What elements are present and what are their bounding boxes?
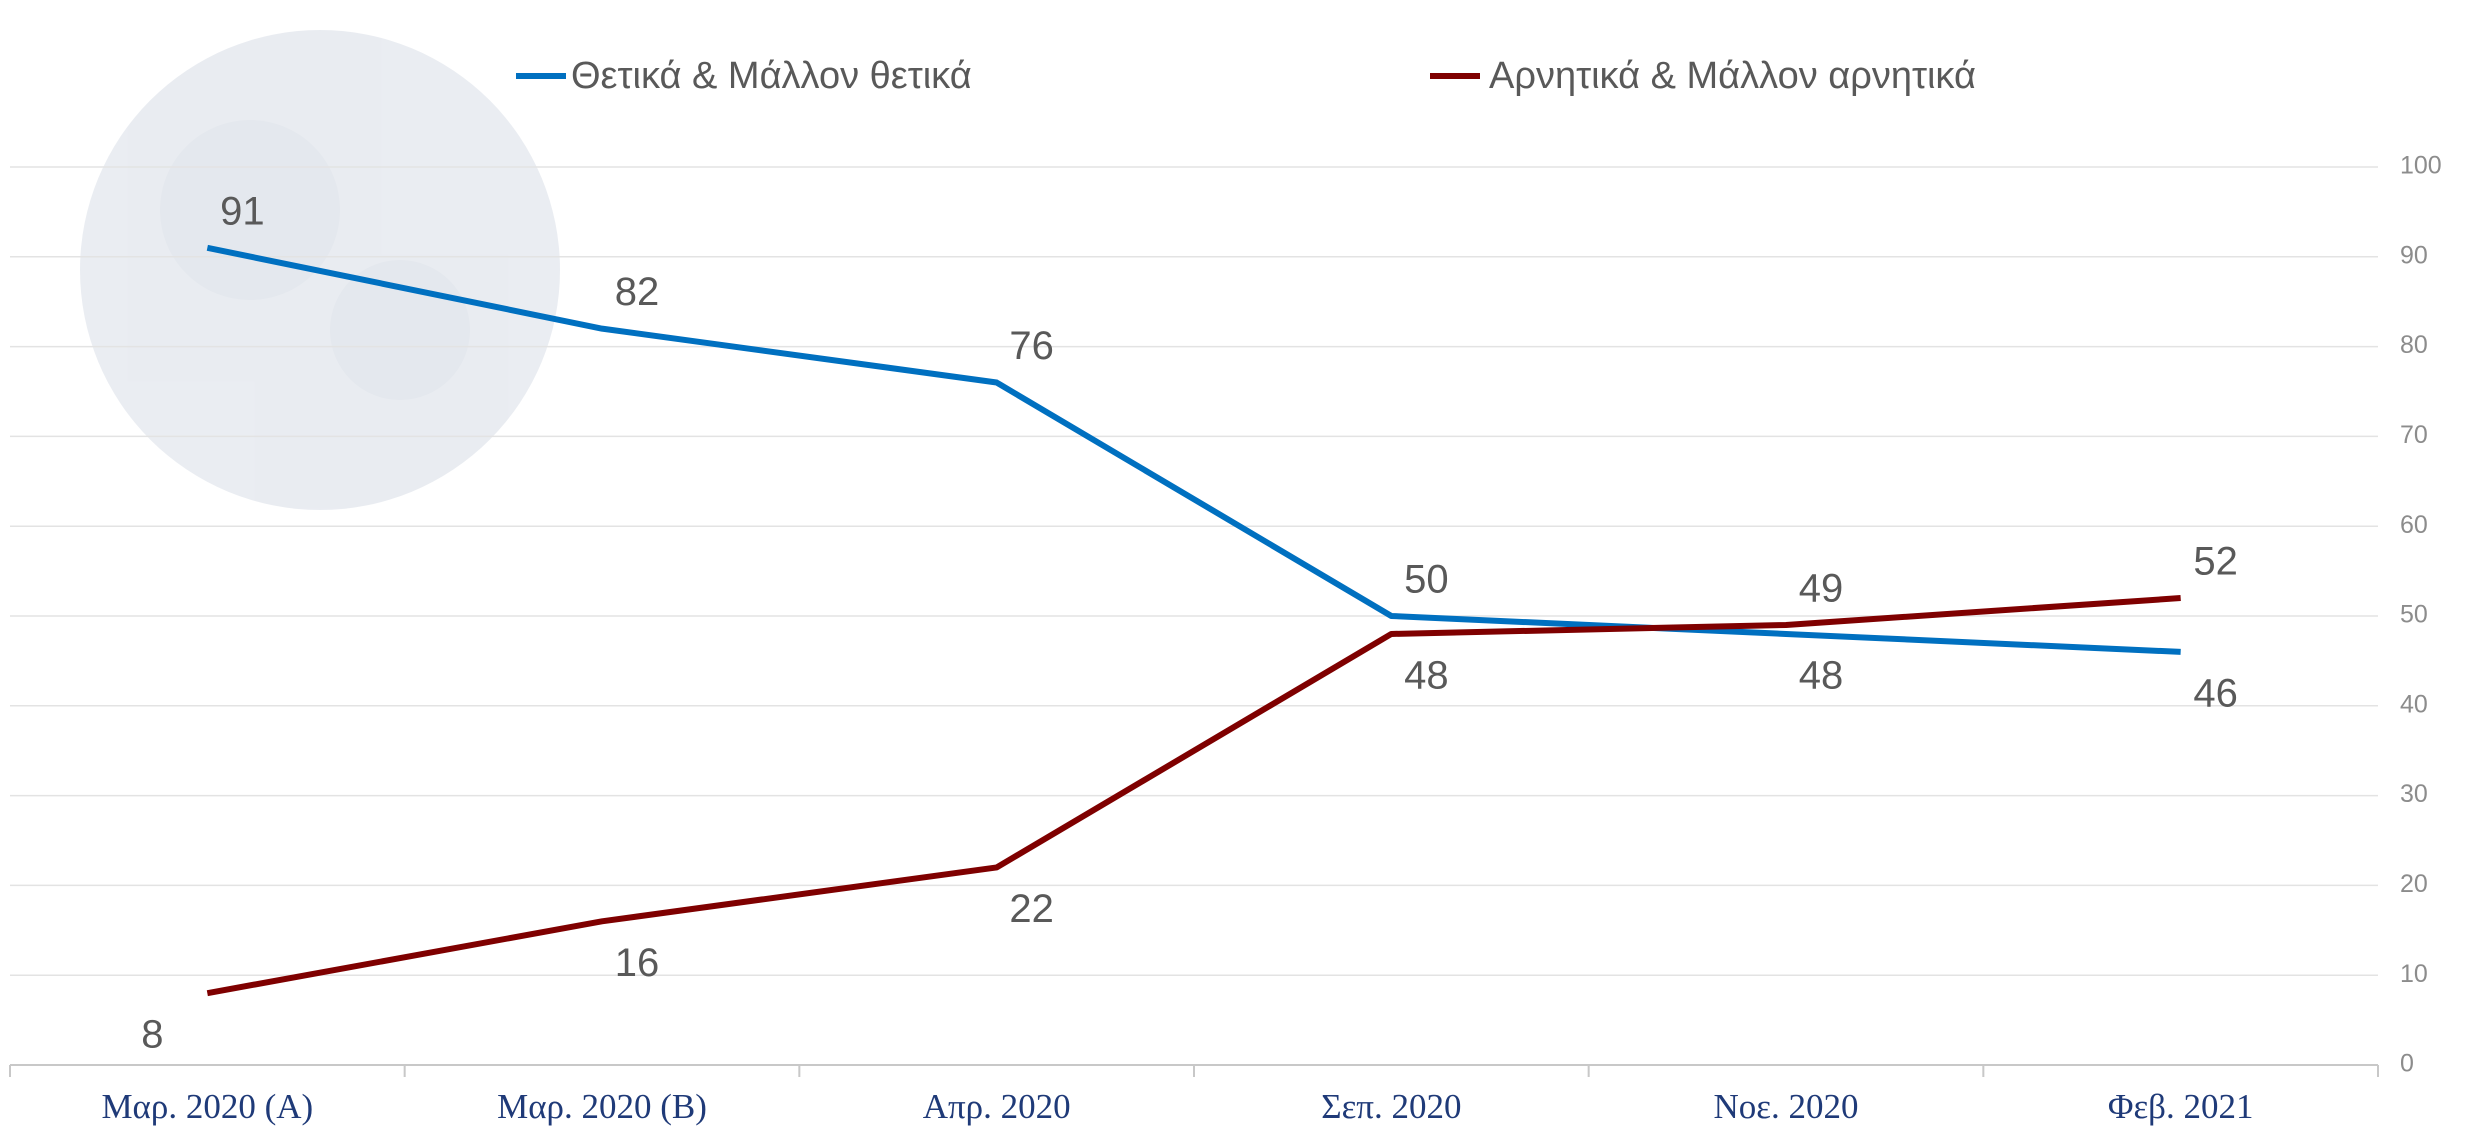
data-label: 91: [220, 189, 265, 233]
line-series: [206, 244, 2181, 655]
y-tick-label: 50: [2400, 601, 2428, 629]
data-label: 22: [1009, 887, 1054, 931]
data-label: 49: [1799, 567, 1844, 611]
x-tick-label: Μαρ. 2020 (Α): [101, 1087, 313, 1126]
y-tick-label: 80: [2400, 331, 2428, 359]
y-tick-label: 0: [2400, 1050, 2414, 1078]
y-tick-label: 40: [2400, 690, 2428, 718]
y-tick-label: 30: [2400, 780, 2428, 808]
data-label: 50: [1404, 558, 1449, 602]
legend-label: Αρνητικά & Μάλλον αρνητικά: [1489, 55, 1976, 97]
x-tick-label: Σεπ. 2020: [1321, 1087, 1461, 1126]
data-label: 76: [1009, 324, 1054, 368]
x-tick-label: Νοε. 2020: [1714, 1087, 1859, 1126]
legend-label: Θετικά & Μάλλον θετικά: [571, 55, 972, 97]
data-label: 8: [141, 1013, 163, 1057]
data-label: 48: [1799, 654, 1844, 698]
line-series: [206, 595, 2181, 997]
y-tick-label: 60: [2400, 511, 2428, 539]
data-label: 52: [2193, 540, 2238, 584]
y-tick-label: 70: [2400, 421, 2428, 449]
x-tick-label: Μαρ. 2020 (Β): [497, 1087, 707, 1126]
data-label: 82: [615, 270, 660, 314]
x-tick-label: Απρ. 2020: [923, 1087, 1071, 1126]
data-label: 46: [2193, 671, 2238, 715]
data-label: 16: [615, 941, 660, 985]
y-tick-label: 100: [2400, 152, 2442, 180]
data-label: 48: [1404, 654, 1449, 698]
y-tick-label: 20: [2400, 870, 2428, 898]
y-tick-label: 10: [2400, 960, 2428, 988]
y-tick-label: 90: [2400, 241, 2428, 269]
x-tick-label: Φεβ. 2021: [2108, 1087, 2254, 1126]
